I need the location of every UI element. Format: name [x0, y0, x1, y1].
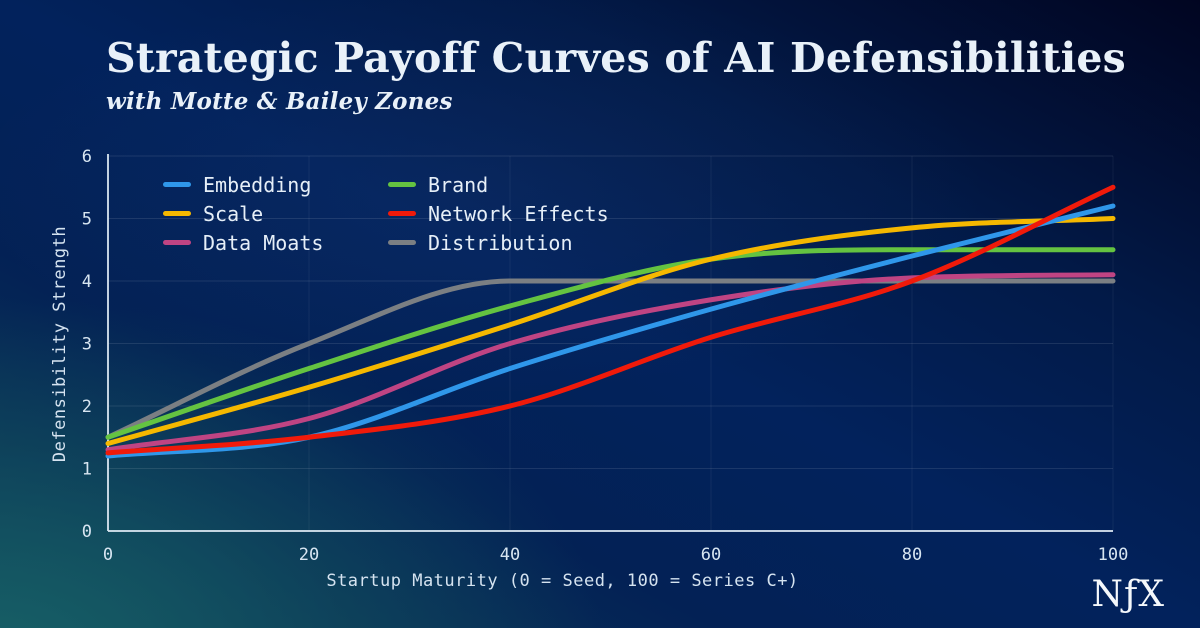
legend-item-embedding: Embedding [163, 170, 388, 199]
legend-swatch [163, 211, 191, 216]
x-tick-label: 80 [902, 545, 922, 565]
y-tick-label: 1 [82, 460, 92, 480]
legend-swatch [388, 211, 416, 216]
axes [107, 154, 1113, 532]
legend-item-network-effects: Network Effects [388, 199, 613, 228]
legend-swatch [163, 240, 191, 245]
x-axis-title: Startup Maturity (0 = Seed, 100 = Series… [326, 571, 799, 591]
series-line-distribution [105, 278, 1116, 440]
y-tick-label: 4 [82, 272, 92, 292]
series-line-network-effects [105, 184, 1116, 456]
legend-item-data-moats: Data Moats [163, 228, 388, 257]
y-axis-title: Defensibility Strength [50, 225, 70, 463]
y-tick-label: 5 [82, 210, 92, 230]
legend-label: Embedding [203, 172, 312, 197]
series-line-data-moats [105, 272, 1116, 453]
nfx-logo: NƒX [1091, 574, 1165, 615]
series-line-scale [105, 216, 1116, 446]
legend-item-brand: Brand [388, 170, 613, 199]
y-tick-label: 3 [82, 335, 92, 355]
chart-legend: Embedding Scale Data Moats Brand Network Eff… [163, 170, 613, 257]
legend-item-scale: Scale [163, 199, 388, 228]
legend-label: Data Moats [203, 230, 324, 255]
page-title: Strategic Payoff Curves of AI Defensibil… [106, 34, 1126, 82]
x-tick-label: 100 [1098, 545, 1129, 565]
series-lines [105, 184, 1116, 459]
x-tick-label: 60 [701, 545, 721, 565]
y-tick-label: 6 [82, 147, 92, 167]
x-tick-label: 20 [299, 545, 319, 565]
page-subtitle: with Motte & Bailey Zones [106, 88, 453, 116]
legend-swatch [388, 182, 416, 187]
y-tick-label: 0 [82, 522, 92, 542]
legend-label: Brand [428, 172, 489, 197]
legend-label: Distribution [428, 230, 573, 255]
x-tick-label: 0 [103, 545, 113, 565]
legend-label: Scale [203, 201, 264, 226]
x-tick-label: 40 [500, 545, 520, 565]
legend-swatch [163, 182, 191, 187]
title-block: Strategic Payoff Curves of AI Defensibil… [106, 34, 1126, 116]
y-tick-label: 2 [82, 397, 92, 417]
legend-item-distribution: Distribution [388, 228, 613, 257]
legend-label: Network Effects [428, 201, 609, 226]
legend-swatch [388, 240, 416, 245]
